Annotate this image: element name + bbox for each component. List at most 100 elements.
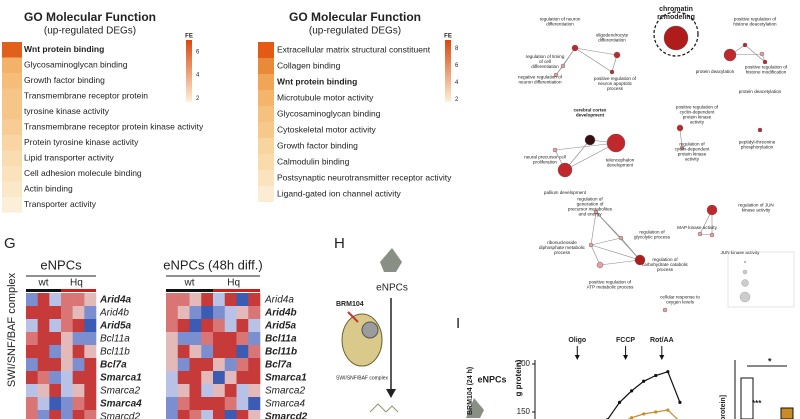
heat-cell <box>61 293 73 307</box>
y-tick-label: 150 <box>517 407 531 416</box>
go-term: tyrosine kinase activity <box>24 106 110 116</box>
network-node <box>588 242 594 248</box>
go-term: Growth factor binding <box>24 75 105 85</box>
network-node <box>593 209 599 215</box>
legend-tick: 6 <box>455 63 459 69</box>
node-label: regulation of JUN kinase activity <box>738 203 774 213</box>
node-label: negative regulation of neuron differentia… <box>518 75 563 85</box>
heat-cell <box>248 384 261 398</box>
legend-tick: 6 <box>196 49 200 55</box>
heat-cell <box>166 345 179 359</box>
gene-label: Bcl11a <box>265 334 297 345</box>
series-point <box>617 400 622 404</box>
go-cell <box>258 154 274 170</box>
gene-label: Smarca4 <box>265 399 305 410</box>
node-label: neural precursor cell proliferation <box>524 155 566 165</box>
network-node <box>759 51 765 57</box>
hq-bar <box>61 289 96 292</box>
heat-cell <box>201 306 214 320</box>
node-label: cellular response to oxygen levels <box>660 295 700 305</box>
network-node <box>676 124 684 132</box>
heat-cell <box>37 410 50 419</box>
go-term: Protein tyrosine kinase activity <box>24 137 139 147</box>
go-term: Lipid transporter activity <box>24 153 115 163</box>
network-edge <box>574 47 613 73</box>
panel-title: GO Molecular Function <box>24 10 156 24</box>
heat-cell <box>37 371 50 385</box>
heat-cell <box>236 306 249 320</box>
heat-cell <box>84 345 97 359</box>
wt-bar <box>166 289 213 292</box>
drug-label: BRM104 <box>336 301 364 308</box>
heat-cell <box>236 397 249 411</box>
group-label: eNPCs <box>40 257 82 272</box>
panel-h-art <box>341 248 484 418</box>
node-label: chromatin remodeling <box>657 6 695 21</box>
legend-circle <box>741 279 749 287</box>
heat-cell <box>177 358 190 372</box>
go-cell <box>258 138 274 154</box>
node-label: regulation of neuron differentiation <box>540 17 581 27</box>
go-cell <box>258 122 274 138</box>
heat-cell <box>177 410 190 419</box>
heat-cell <box>49 410 62 419</box>
gene-label: Bcl7a <box>265 360 292 371</box>
heat-cell <box>248 332 261 346</box>
series-point <box>678 400 682 404</box>
panel-subtitle: (up-regulated DEGs) <box>44 26 136 37</box>
series-point <box>642 412 646 416</box>
heat-cell <box>49 306 62 320</box>
heat-cell <box>177 332 190 346</box>
heat-cell <box>248 293 261 307</box>
node-label: positive regulation of histone modificati… <box>745 65 788 75</box>
heat-cell <box>26 384 38 398</box>
complex-label: SWI/SNF/BAF complex <box>336 375 388 381</box>
network-edge <box>590 244 601 266</box>
go-cell <box>2 166 22 182</box>
heat-cell <box>37 358 50 372</box>
series-line <box>627 409 679 419</box>
heat-cell <box>26 293 38 307</box>
heat-cell <box>49 293 62 307</box>
y-tick-label: 200 <box>517 359 531 368</box>
heat-cell <box>166 319 179 333</box>
heat-cell <box>61 371 73 385</box>
heat-cell <box>213 397 226 411</box>
network-node <box>762 59 768 65</box>
stars: * <box>768 356 772 366</box>
heat-cell <box>26 319 38 333</box>
heat-cell <box>49 319 62 333</box>
heat-cell <box>84 293 97 307</box>
heat-cell <box>201 345 214 359</box>
heat-cell <box>177 371 190 385</box>
heat-cell <box>201 397 214 411</box>
heat-cell <box>213 384 226 398</box>
heat-cell <box>189 371 202 385</box>
heat-cell <box>26 358 38 372</box>
heat-cell <box>84 371 97 385</box>
network-edge <box>590 211 597 246</box>
complex-shape <box>341 313 383 367</box>
go-cell <box>258 170 274 186</box>
heat-cell <box>166 410 179 419</box>
heat-cell <box>201 410 214 419</box>
heat-cell <box>84 358 97 372</box>
node-label: telencephalon development <box>606 158 635 168</box>
heat-cell <box>49 384 62 398</box>
legend-title: FE <box>444 34 452 40</box>
heat-cell <box>248 319 261 333</box>
heat-cell <box>49 332 62 346</box>
legend-tick: 4 <box>196 73 200 79</box>
heat-cell <box>189 397 202 411</box>
go-term: Transmembrane receptor protein <box>24 91 148 101</box>
heat-cell <box>224 345 237 359</box>
bar <box>780 407 794 419</box>
network-node <box>679 145 685 151</box>
heat-cell <box>84 332 97 346</box>
heat-cell <box>37 332 50 346</box>
stars: *** <box>752 399 762 408</box>
gene-label: Smarca2 <box>265 386 305 397</box>
legend-box <box>727 251 795 308</box>
heat-cell <box>213 293 226 307</box>
network-node <box>663 25 689 51</box>
